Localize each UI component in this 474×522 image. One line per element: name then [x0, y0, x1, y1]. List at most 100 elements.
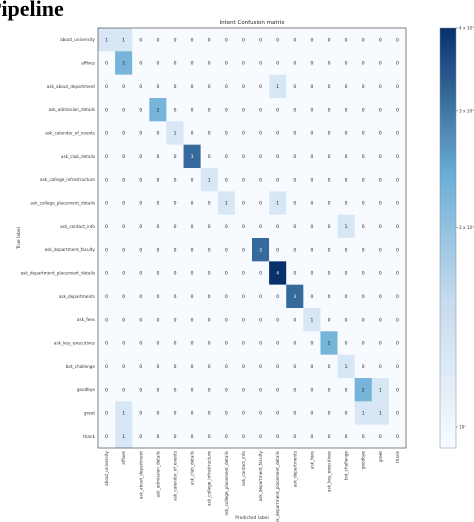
heatmap-cell: [98, 424, 116, 449]
cell-value-label: 0: [396, 317, 399, 323]
heatmap-cell: [234, 144, 253, 169]
heatmap-cell: [115, 51, 133, 75]
cell-value-label: 0: [242, 154, 245, 160]
heatmap-cell: [234, 74, 253, 99]
heatmap-cell: [149, 144, 167, 169]
heatmap-cell: [354, 378, 372, 402]
y-tick-label: affixes: [81, 61, 95, 66]
cell-value-label: 0: [191, 317, 194, 323]
heatmap-cell: [132, 401, 150, 425]
heatmap-cell: [234, 401, 253, 425]
cell-value-label: 0: [174, 154, 177, 160]
cell-value-label: 0: [259, 224, 262, 230]
cell-value-label: 0: [328, 61, 331, 67]
cell-value-label: 0: [139, 434, 142, 440]
heatmap-cell: [183, 168, 201, 192]
cell-value-label: 1: [362, 411, 365, 417]
cell-value-label: 0: [105, 317, 108, 323]
cell-value-label: 1: [225, 201, 228, 207]
heatmap-cell: [269, 331, 287, 355]
heatmap-cell: [132, 98, 150, 122]
heatmap-cell: [166, 331, 184, 355]
heatmap-cell: [252, 28, 270, 52]
cell-value-label: 0: [259, 61, 262, 67]
cell-value-label: 1: [122, 434, 125, 440]
cell-value-label: 0: [345, 317, 348, 323]
heatmap-cell: [303, 308, 321, 332]
heatmap-cell: [388, 378, 407, 402]
cell-value-label: 0: [191, 61, 194, 67]
cell-value-label: 0: [156, 131, 159, 137]
cell-value-label: 0: [225, 387, 228, 393]
x-tick-label: greet: [378, 451, 383, 462]
heatmap-cell: [166, 168, 184, 192]
heatmap-cell: [200, 121, 218, 145]
heatmap-cell: [354, 284, 372, 309]
heatmap-cell: [183, 354, 201, 379]
cell-value-label: 0: [191, 434, 194, 440]
heatmap-cell: [388, 238, 407, 262]
heatmap-cell: [354, 51, 372, 75]
cell-value-label: 0: [156, 84, 159, 90]
heatmap-cell: [354, 424, 372, 449]
cell-value-label: 0: [242, 37, 245, 43]
heatmap-cell: [320, 28, 338, 52]
y-tick-label: ask_key_executives: [54, 341, 95, 346]
cell-value-label: 0: [242, 271, 245, 277]
x-tick-label: affixes: [121, 451, 126, 465]
heatmap-cell: [166, 354, 184, 379]
cell-value-label: 0: [156, 201, 159, 207]
cell-value-label: 0: [379, 177, 382, 183]
cell-value-label: 0: [139, 341, 142, 347]
heatmap-cell: [252, 238, 270, 262]
cell-value-label: 0: [345, 37, 348, 43]
cell-value-label: 0: [208, 411, 211, 417]
cell-value-label: 0: [379, 341, 382, 347]
heatmap-cell: [354, 261, 372, 285]
cell-value-label: 0: [225, 271, 228, 277]
cell-value-label: 0: [122, 224, 125, 230]
cell-value-label: 0: [345, 434, 348, 440]
cell-value-label: 0: [105, 224, 108, 230]
y-tick-label: ask_department_placement_details: [21, 271, 95, 276]
y-tick-label: ask_departments: [59, 294, 95, 299]
heatmap-cell: [286, 284, 304, 309]
heatmap-cell: [269, 401, 287, 425]
heatmap-cell: [388, 28, 407, 52]
heatmap-cell: [166, 401, 184, 425]
heatmap-cell: [234, 98, 253, 122]
cell-value-label: 0: [293, 84, 296, 90]
heatmap-cell: [234, 424, 253, 449]
x-tick-label: ask_contact_info: [241, 451, 246, 486]
cell-value-label: 0: [310, 131, 313, 137]
y-tick-label: bot_challenge: [66, 364, 96, 369]
heatmap-cell: [286, 98, 304, 122]
cell-value-label: 0: [293, 154, 296, 160]
heatmap-cell: [337, 51, 355, 75]
x-tick-label: ask_key_executives: [327, 451, 332, 492]
cell-value-label: 0: [345, 411, 348, 417]
cell-value-label: 0: [191, 224, 194, 230]
heatmap-cell: [115, 214, 133, 239]
heatmap-cell: [217, 331, 236, 355]
heatmap-cell: [320, 214, 338, 239]
cell-value-label: 0: [174, 177, 177, 183]
cell-value-label: 0: [396, 84, 399, 90]
cell-value-label: 1: [379, 411, 382, 417]
heatmap-cell: [371, 191, 390, 215]
heatmap-cell: [303, 284, 321, 309]
cell-value-label: 0: [362, 247, 365, 253]
heatmap-cell: [217, 168, 236, 192]
cell-value-label: 0: [156, 411, 159, 417]
cell-value-label: 0: [328, 247, 331, 253]
cell-value-label: 0: [276, 131, 279, 137]
heatmap-cell: [217, 121, 236, 145]
cell-value-label: 0: [191, 84, 194, 90]
cell-value-label: 0: [293, 387, 296, 393]
heatmap-cell: [320, 121, 338, 145]
cell-value-label: 0: [379, 271, 382, 277]
heatmap-cell: [183, 238, 201, 262]
x-tick-label: ask_department_placement_details: [275, 451, 280, 522]
heatmap-cell: [303, 28, 321, 52]
heatmap-cell: [115, 308, 133, 332]
